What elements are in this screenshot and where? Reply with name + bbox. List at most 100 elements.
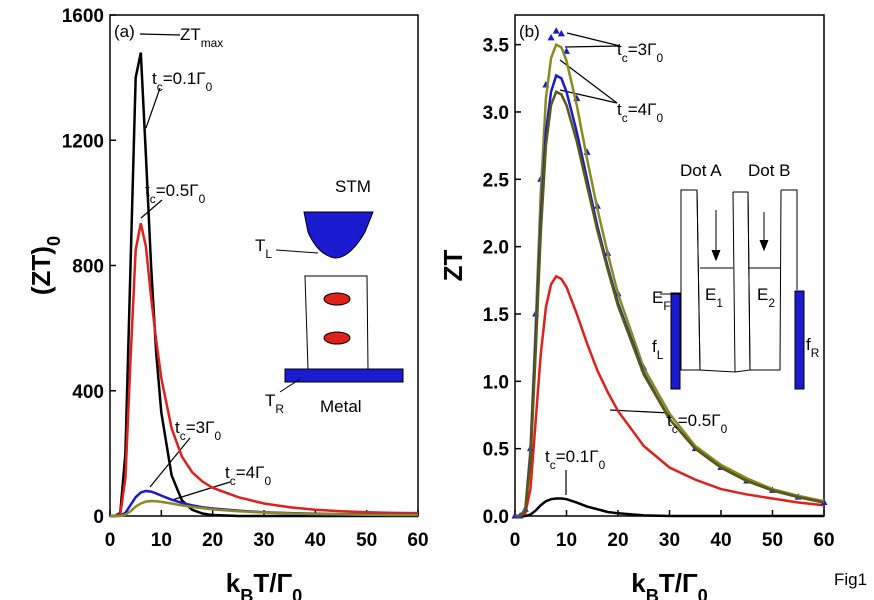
annotation: Metal [320, 397, 362, 416]
y-tick-label: 1.5 [483, 305, 510, 326]
annotation: E2 [757, 285, 775, 310]
annotation: tc=4Γ0 [225, 463, 271, 488]
annotation-part: c [622, 111, 628, 125]
annotation-part: ZT [180, 25, 201, 44]
y-axis-label: (ZT)0 [26, 236, 64, 295]
inset-a [275, 211, 404, 393]
panel-label: (b) [519, 22, 540, 41]
annotation-part: =3Γ [628, 40, 657, 59]
annotation-part: t [617, 100, 622, 119]
x-tick-label: 20 [607, 530, 628, 551]
x-tick-label: 40 [710, 530, 731, 551]
triangle-marker [563, 47, 570, 54]
annotation-part: t [667, 411, 672, 430]
triangle-marker [552, 27, 560, 34]
y-axis-label-part: ZT [438, 250, 468, 282]
annotation: Dot B [748, 161, 791, 180]
annotation-part: f [806, 335, 811, 354]
annotation-part: c [157, 80, 163, 94]
annotation-part: c [230, 474, 236, 488]
x-axis-label-part: k [226, 568, 241, 598]
annotation-part: R [275, 402, 284, 416]
annotation-part: c [180, 429, 186, 443]
y-tick-label: 1.0 [483, 372, 509, 393]
x-tick-label: 0 [105, 530, 116, 551]
annotation-arrows [139, 32, 671, 501]
annotation-part: 0 [656, 51, 663, 65]
annotation-part: c [550, 458, 556, 472]
panel-label: (a) [114, 22, 135, 41]
annotation: fR [806, 335, 820, 360]
annotation: TR [265, 391, 284, 416]
annotation-part: E [705, 285, 716, 304]
annotation-part: t [145, 181, 150, 200]
x-axis-label: kBT/Γ0 [631, 568, 707, 600]
annotation: fL [652, 337, 664, 362]
y-tick-label: 3.5 [483, 36, 510, 57]
annotation-part: L [657, 348, 664, 362]
annotation-part: 1 [716, 296, 723, 310]
curve [515, 274, 825, 518]
x-tick-label: 50 [762, 530, 783, 551]
annotation-part: =4Γ [236, 463, 265, 482]
annotation-part: E [652, 288, 663, 307]
x-tick-label: 60 [813, 530, 834, 551]
curve [515, 90, 825, 518]
x-axis-label-part: 0 [292, 586, 302, 600]
annotation: TL [255, 236, 272, 261]
annotation: tc=3Γ0 [617, 40, 663, 65]
annotation-part: T [265, 391, 275, 410]
annotation-part: L [265, 247, 272, 261]
x-tick-label: 30 [659, 530, 680, 551]
annotation-part: 0 [599, 458, 606, 472]
y-tick-label: 800 [72, 257, 104, 278]
annotation-part: =0.5Γ [156, 181, 199, 200]
annotation: tc=0.5Γ0 [145, 181, 206, 206]
annotation-part: c [672, 422, 678, 436]
curve [110, 52, 418, 518]
y-axis-label: ZT [438, 250, 468, 282]
annotation-part: 0 [656, 111, 663, 125]
annotation-part: t [225, 463, 230, 482]
inset-b [660, 189, 805, 390]
annotation-part: =3Γ [186, 418, 215, 437]
annotation-part: t [175, 418, 180, 437]
annotation-part: t [545, 447, 550, 466]
annotation-part: STM [335, 177, 371, 196]
x-tick-label: 10 [151, 530, 172, 551]
annotation-part: =0.5Γ [678, 411, 721, 430]
x-tick-label: 0 [510, 530, 521, 551]
annotation: tc=3Γ0 [175, 418, 221, 443]
x-tick-label: 20 [202, 530, 223, 551]
annotation-part: Metal [320, 397, 362, 416]
x-tick-label: 40 [305, 530, 326, 551]
y-axis-label-part: (ZT) [26, 246, 56, 295]
annotation: tc=0.5Γ0 [667, 411, 728, 436]
annotation-part: =0.1Γ [556, 447, 599, 466]
y-tick-label: 2.0 [483, 238, 509, 259]
y-tick-label: 400 [72, 382, 104, 403]
annotation-part: =4Γ [628, 100, 657, 119]
x-axis-label-part: B [240, 586, 253, 600]
annotation-part: =0.1Γ [163, 69, 206, 88]
annotation: STM [335, 177, 371, 196]
x-axis-label-part: T/Γ [659, 568, 698, 598]
annotation-part: 0 [206, 80, 213, 94]
annotation-part: t [152, 69, 157, 88]
annotation-part: R [811, 346, 820, 360]
curve [110, 499, 418, 518]
x-tick-label: 10 [556, 530, 577, 551]
annotation-part: max [201, 36, 224, 50]
y-tick-label: 1200 [62, 131, 104, 152]
triangle-marker [547, 33, 555, 41]
x-tick-label: 50 [356, 530, 377, 551]
y-axis-label-part: 0 [44, 236, 64, 246]
annotation-part: f [652, 337, 657, 356]
y-tick-label: 1600 [62, 6, 104, 27]
y-tick-label: 0 [93, 507, 104, 528]
annotation-part: E [757, 285, 768, 304]
annotation-part: t [617, 40, 622, 59]
curve [515, 497, 824, 518]
annotation: EF [652, 288, 671, 313]
